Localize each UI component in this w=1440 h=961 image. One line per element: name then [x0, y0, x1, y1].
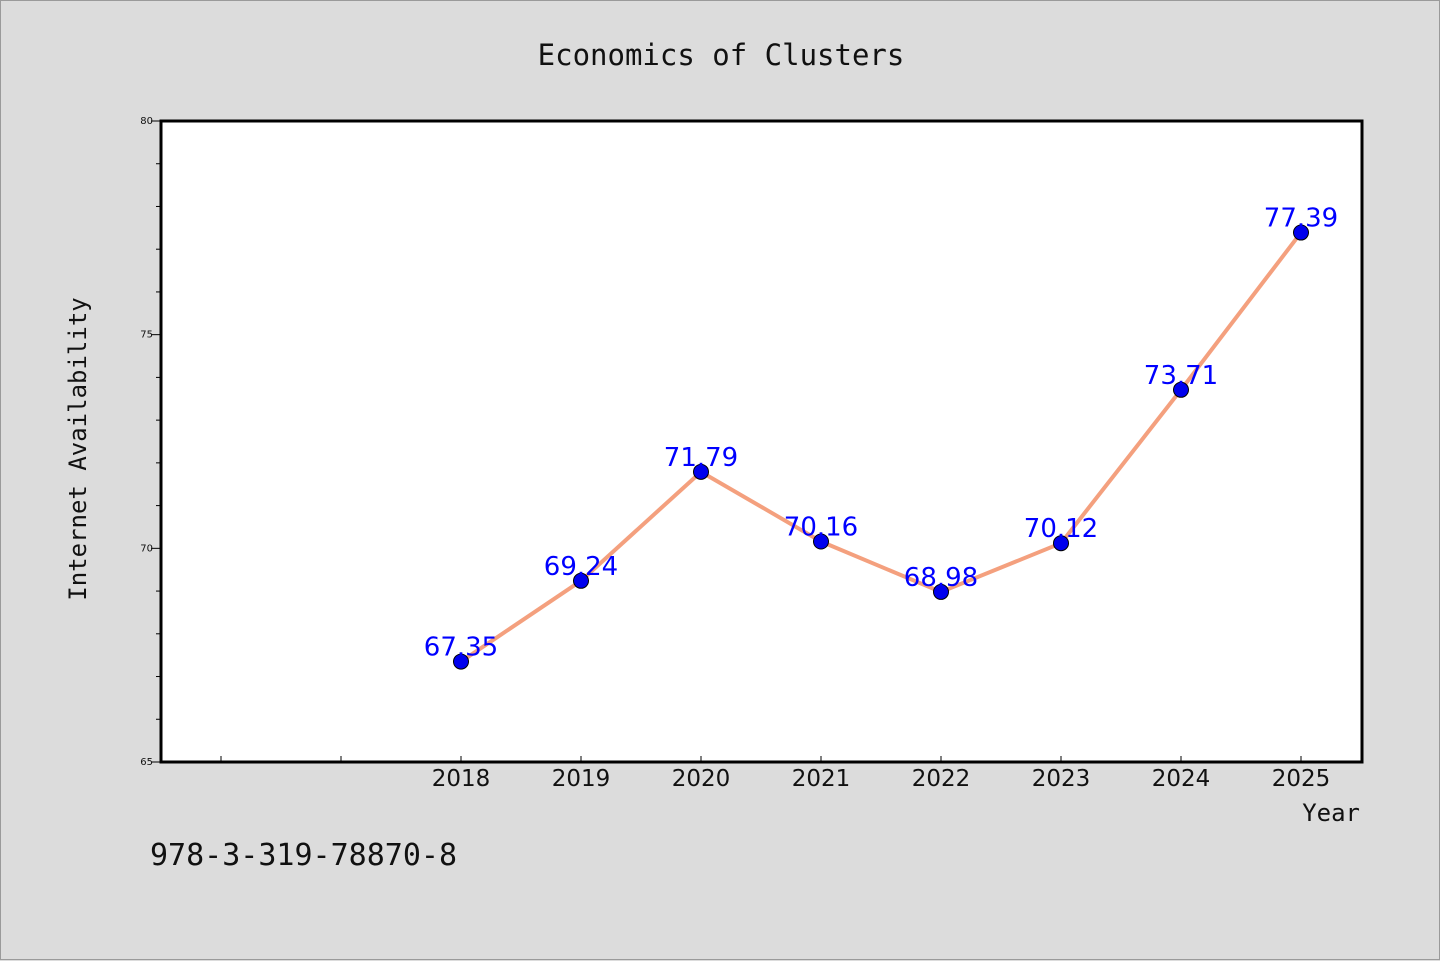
- data-label-2020: 71.79: [664, 443, 738, 473]
- x-tick-label: 2023: [1032, 766, 1091, 792]
- data-label-2021: 70.16: [784, 512, 858, 542]
- data-label-2019: 69.24: [544, 552, 618, 582]
- x-axis: 2018 2019 2020 2021 2022 2023 2024 2025: [220, 756, 1331, 792]
- x-tick-label: 2018: [432, 766, 491, 792]
- data-point-2019: [573, 572, 589, 589]
- data-label-2023: 70.12: [1024, 514, 1098, 544]
- x-tick-label: 2022: [912, 766, 971, 792]
- y-tick-label: 65: [140, 757, 153, 768]
- series-line: [459, 230, 1303, 664]
- chart-title: Economics of Clusters: [538, 38, 905, 72]
- isbn-label: 978-3-319-78870-8: [150, 838, 457, 873]
- series-line-group: [459, 230, 1303, 664]
- data-point-2025: [1293, 224, 1309, 241]
- data-point-2020: [693, 463, 709, 480]
- x-tick-label: 2019: [552, 766, 611, 792]
- data-point-2022: [933, 583, 949, 600]
- x-tick-label: 2020: [672, 766, 731, 792]
- x-tick-label: 2025: [1272, 766, 1331, 792]
- data-point-2021: [813, 533, 829, 550]
- data-label-2025: 77.39: [1264, 204, 1338, 234]
- data-labels-group: 67.35 69.24 71.79 70.16 68.98 70.12 73.71 77.39: [424, 204, 1338, 663]
- x-tick-label: 2021: [792, 766, 851, 792]
- x-axis-title: Year: [1302, 799, 1360, 827]
- y-tick-label: 70: [140, 543, 153, 554]
- y-tick-label: 75: [140, 330, 153, 341]
- data-point-2018: [453, 653, 469, 670]
- data-label-2024: 73.71: [1144, 361, 1218, 391]
- y-axis: 65 70 75 80: [140, 116, 161, 768]
- data-label-2018: 67.35: [424, 633, 498, 663]
- y-tick-label: 80: [140, 116, 153, 127]
- data-point-2024: [1173, 381, 1189, 398]
- markers-group: [453, 224, 1309, 670]
- data-point-2023: [1053, 535, 1069, 552]
- plot-area: [159, 119, 1364, 764]
- x-tick-label: 2024: [1152, 766, 1211, 792]
- data-label-2022: 68.98: [904, 563, 978, 593]
- y-axis-title: Internet Availability: [64, 297, 92, 600]
